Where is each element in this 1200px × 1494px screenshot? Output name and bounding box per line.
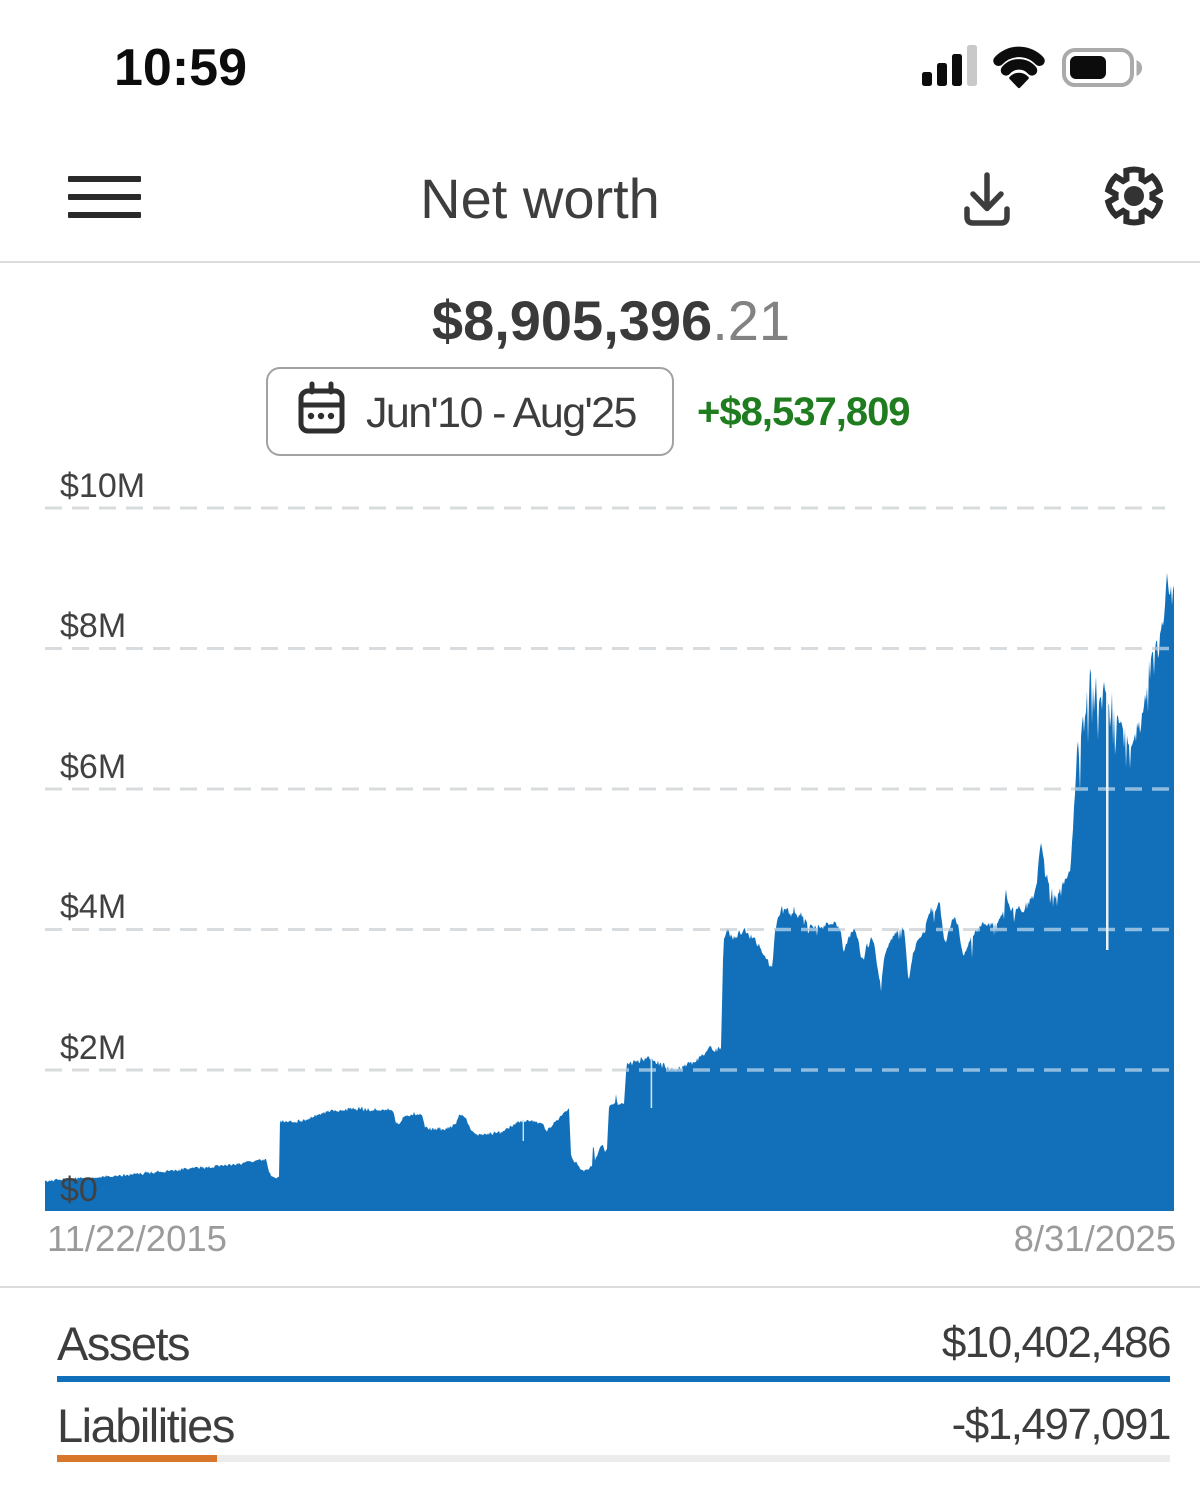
svg-text:11/22/2015: 11/22/2015	[47, 1218, 227, 1259]
svg-text:8/31/2025: 8/31/2025	[1014, 1218, 1176, 1259]
svg-text:$0: $0	[60, 1171, 98, 1209]
svg-text:$2M: $2M	[60, 1029, 126, 1067]
svg-text:$4M: $4M	[60, 888, 126, 926]
svg-text:$6M: $6M	[60, 748, 126, 786]
svg-text:$10M: $10M	[60, 467, 145, 505]
svg-text:$8M: $8M	[60, 607, 126, 645]
